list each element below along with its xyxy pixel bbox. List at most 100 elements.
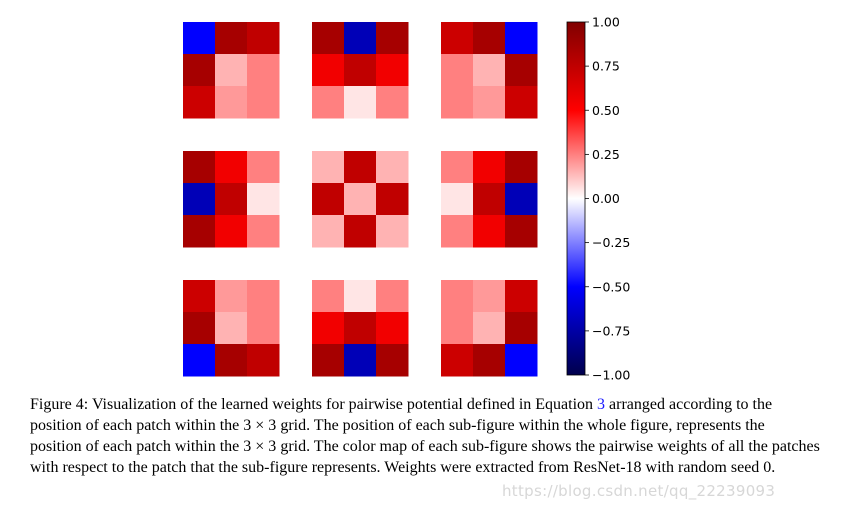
- colorbar-tick-label: −1.00: [592, 368, 630, 383]
- heatmap-cell: [344, 54, 377, 87]
- caption-text-4: grid. The color map of each sub-figure s…: [30, 438, 820, 476]
- colorbar-tick-label: −0.25: [592, 235, 630, 250]
- heatmap-cell: [312, 344, 345, 377]
- heatmap-cell: [441, 183, 474, 216]
- heatmap-cell: [441, 86, 474, 119]
- heatmap-cell: [312, 183, 345, 216]
- heatmap-cell: [344, 344, 377, 377]
- heatmap-cell: [247, 280, 280, 313]
- heatmap-cell: [183, 215, 216, 248]
- heatmap-cell: [376, 312, 409, 345]
- subfigure-r1-c2: [312, 22, 409, 119]
- heatmap-cell: [247, 22, 280, 55]
- heatmap-cell: [441, 54, 474, 87]
- heatmap-cell: [473, 215, 506, 248]
- heatmap-cell: [441, 151, 474, 184]
- colorbar-tick-label: 0.00: [592, 191, 620, 206]
- equation-ref-link[interactable]: 3: [597, 396, 606, 413]
- heatmap-cell: [247, 54, 280, 87]
- heatmap-cell: [473, 183, 506, 216]
- heatmap-cell: [183, 22, 216, 55]
- heatmap-cell: [247, 344, 280, 377]
- heatmap-cell: [215, 22, 248, 55]
- colorbar-gradient: [566, 21, 586, 376]
- heatmap-cell: [473, 22, 506, 55]
- heatmap-cell: [473, 86, 506, 119]
- heatmap-cell: [344, 22, 377, 55]
- heatmap-cell: [344, 151, 377, 184]
- heatmap-cell: [441, 215, 474, 248]
- heatmap-cell: [312, 54, 345, 87]
- heatmap-cell: [473, 312, 506, 345]
- subfigure-r3-c2: [312, 280, 409, 377]
- heatmap-cell: [376, 215, 409, 248]
- heatmap-cell: [344, 183, 377, 216]
- colorbar-tick-label: 0.50: [592, 103, 620, 118]
- colorbar-tick-label: −0.50: [592, 279, 630, 294]
- heatmap-cell: [215, 183, 248, 216]
- subfigure-r1-c1: [183, 22, 280, 119]
- colorbar-tick-label: −0.75: [592, 323, 630, 338]
- heatmap-cell: [505, 215, 538, 248]
- heatmap-cell: [215, 54, 248, 87]
- figure-caption: Figure 4: Visualization of the learned w…: [30, 394, 820, 478]
- grid-size-math-1: 3 × 3: [243, 417, 277, 434]
- heatmap-cell: [247, 312, 280, 345]
- heatmap-cell: [441, 344, 474, 377]
- subfigure-r2-c2: [312, 151, 409, 248]
- grid-size-math-2: 3 × 3: [243, 438, 277, 455]
- heatmap-cell: [473, 54, 506, 87]
- heatmap-cell: [376, 280, 409, 313]
- colorbar-tick-label: 0.75: [592, 59, 620, 74]
- heatmap-figure: 1.00 0.75 0.50 0.25 0.00 −0.25 −0.50 −0.75 −1.00: [183, 15, 630, 383]
- caption-text-2: arranged according to the position of ea…: [30, 396, 773, 434]
- subfigure-r2-c3: [441, 151, 538, 248]
- heatmap-cell: [505, 22, 538, 55]
- colorbar: 1.00 0.75 0.50 0.25 0.00 −0.25 −0.50 −0.75 −1.00: [566, 15, 630, 383]
- heatmap-cell: [215, 151, 248, 184]
- heatmap-cell: [376, 22, 409, 55]
- caption-text-3: grid. The position of each sub-figure wi…: [30, 417, 765, 455]
- heatmap-cell: [441, 280, 474, 313]
- heatmap-cell: [505, 151, 538, 184]
- heatmap-cell: [344, 86, 377, 119]
- heatmap-cell: [247, 183, 280, 216]
- heatmap-cell: [312, 151, 345, 184]
- heatmap-cell: [344, 280, 377, 313]
- heatmap-cell: [215, 344, 248, 377]
- heatmap-cell: [376, 183, 409, 216]
- caption-label: Figure 4:: [30, 396, 89, 413]
- heatmap-cell: [312, 280, 345, 313]
- subfigure-r3-c3: [441, 280, 538, 377]
- subfigure-r1-c3: [441, 22, 538, 119]
- heatmap-cell: [376, 86, 409, 119]
- heatmap-cell: [505, 344, 538, 377]
- heatmap-cell: [505, 183, 538, 216]
- heatmap-cell: [473, 344, 506, 377]
- heatmap-cell: [183, 183, 216, 216]
- heatmap-cell: [183, 312, 216, 345]
- heatmap-cell: [183, 151, 216, 184]
- heatmap-cell: [247, 151, 280, 184]
- heatmap-cell: [247, 86, 280, 119]
- heatmap-cell: [376, 54, 409, 87]
- heatmap-cell: [215, 280, 248, 313]
- heatmap-cell: [312, 86, 345, 119]
- heatmap-cell: [215, 215, 248, 248]
- watermark: https://blog.csdn.net/qq_22239093: [502, 482, 776, 500]
- subfigure-r3-c1: [183, 280, 280, 377]
- heatmap-cell: [441, 312, 474, 345]
- heatmap-cell: [505, 86, 538, 119]
- heatmap-cell: [505, 312, 538, 345]
- heatmap-cell: [183, 86, 216, 119]
- heatmap-cell: [183, 344, 216, 377]
- heatmap-grid: [183, 22, 538, 377]
- colorbar-tick-label: 1.00: [592, 15, 620, 30]
- heatmap-cell: [344, 215, 377, 248]
- heatmap-cell: [376, 151, 409, 184]
- heatmap-cell: [505, 280, 538, 313]
- heatmap-cell: [312, 22, 345, 55]
- heatmap-cell: [312, 312, 345, 345]
- caption-text-1: Visualization of the learned weights for…: [91, 396, 594, 413]
- heatmap-cell: [473, 280, 506, 313]
